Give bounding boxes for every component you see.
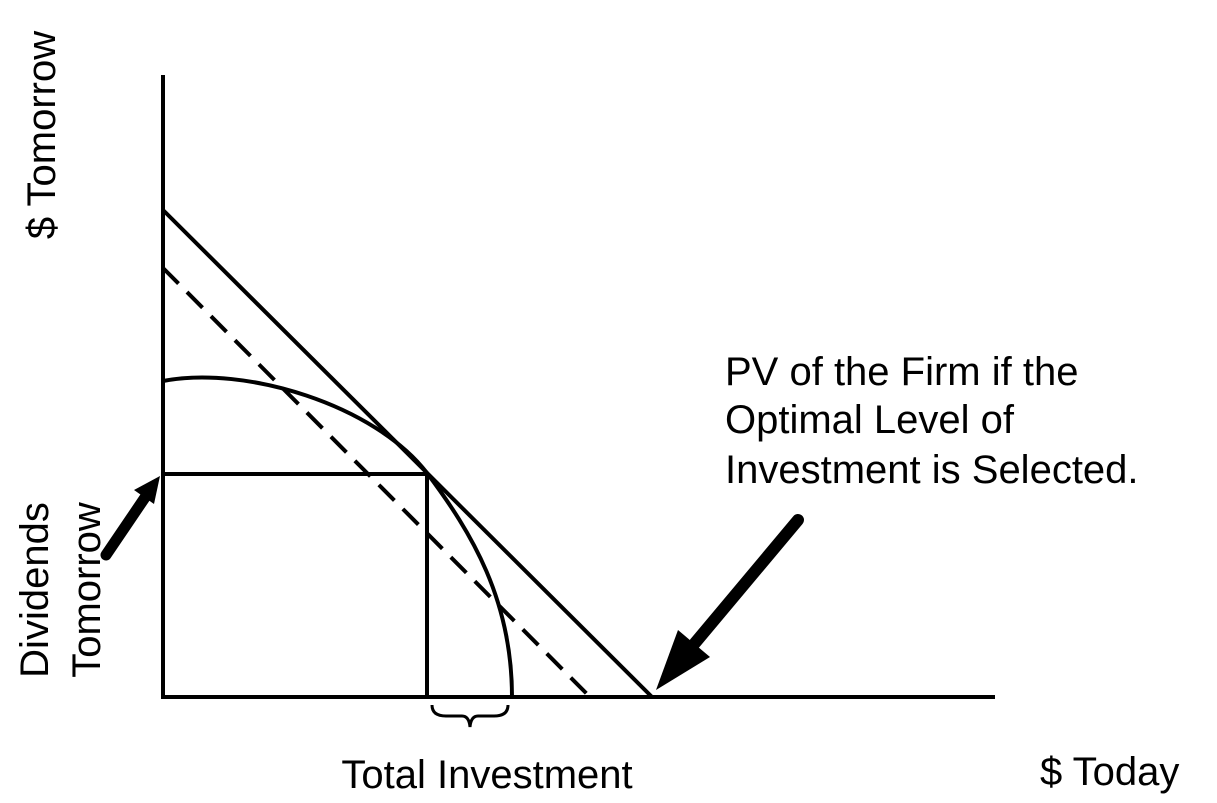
dashed-line bbox=[161, 266, 592, 699]
x-axis-label: $ Today bbox=[1040, 750, 1179, 794]
annotation: Optimal Level of bbox=[725, 398, 1015, 442]
dividend-box bbox=[163, 472, 429, 697]
y-axis-label: $ Tomorrow bbox=[20, 31, 64, 239]
dividends-label: Dividends bbox=[13, 502, 57, 678]
left-arrow-head bbox=[134, 476, 160, 504]
dividends-label: Tomorrow bbox=[65, 502, 109, 678]
left-arrow-shaft bbox=[100, 490, 152, 561]
investment-curve bbox=[162, 375, 514, 698]
annotation: PV of the Firm if the bbox=[725, 350, 1078, 394]
right-arrow-shaft bbox=[689, 514, 804, 649]
annotation: Investment is Selected. bbox=[725, 448, 1139, 492]
investment-label: Total Investment bbox=[341, 753, 632, 797]
brace bbox=[430, 704, 510, 728]
right-arrow-head bbox=[656, 630, 710, 690]
axes bbox=[161, 75, 995, 699]
